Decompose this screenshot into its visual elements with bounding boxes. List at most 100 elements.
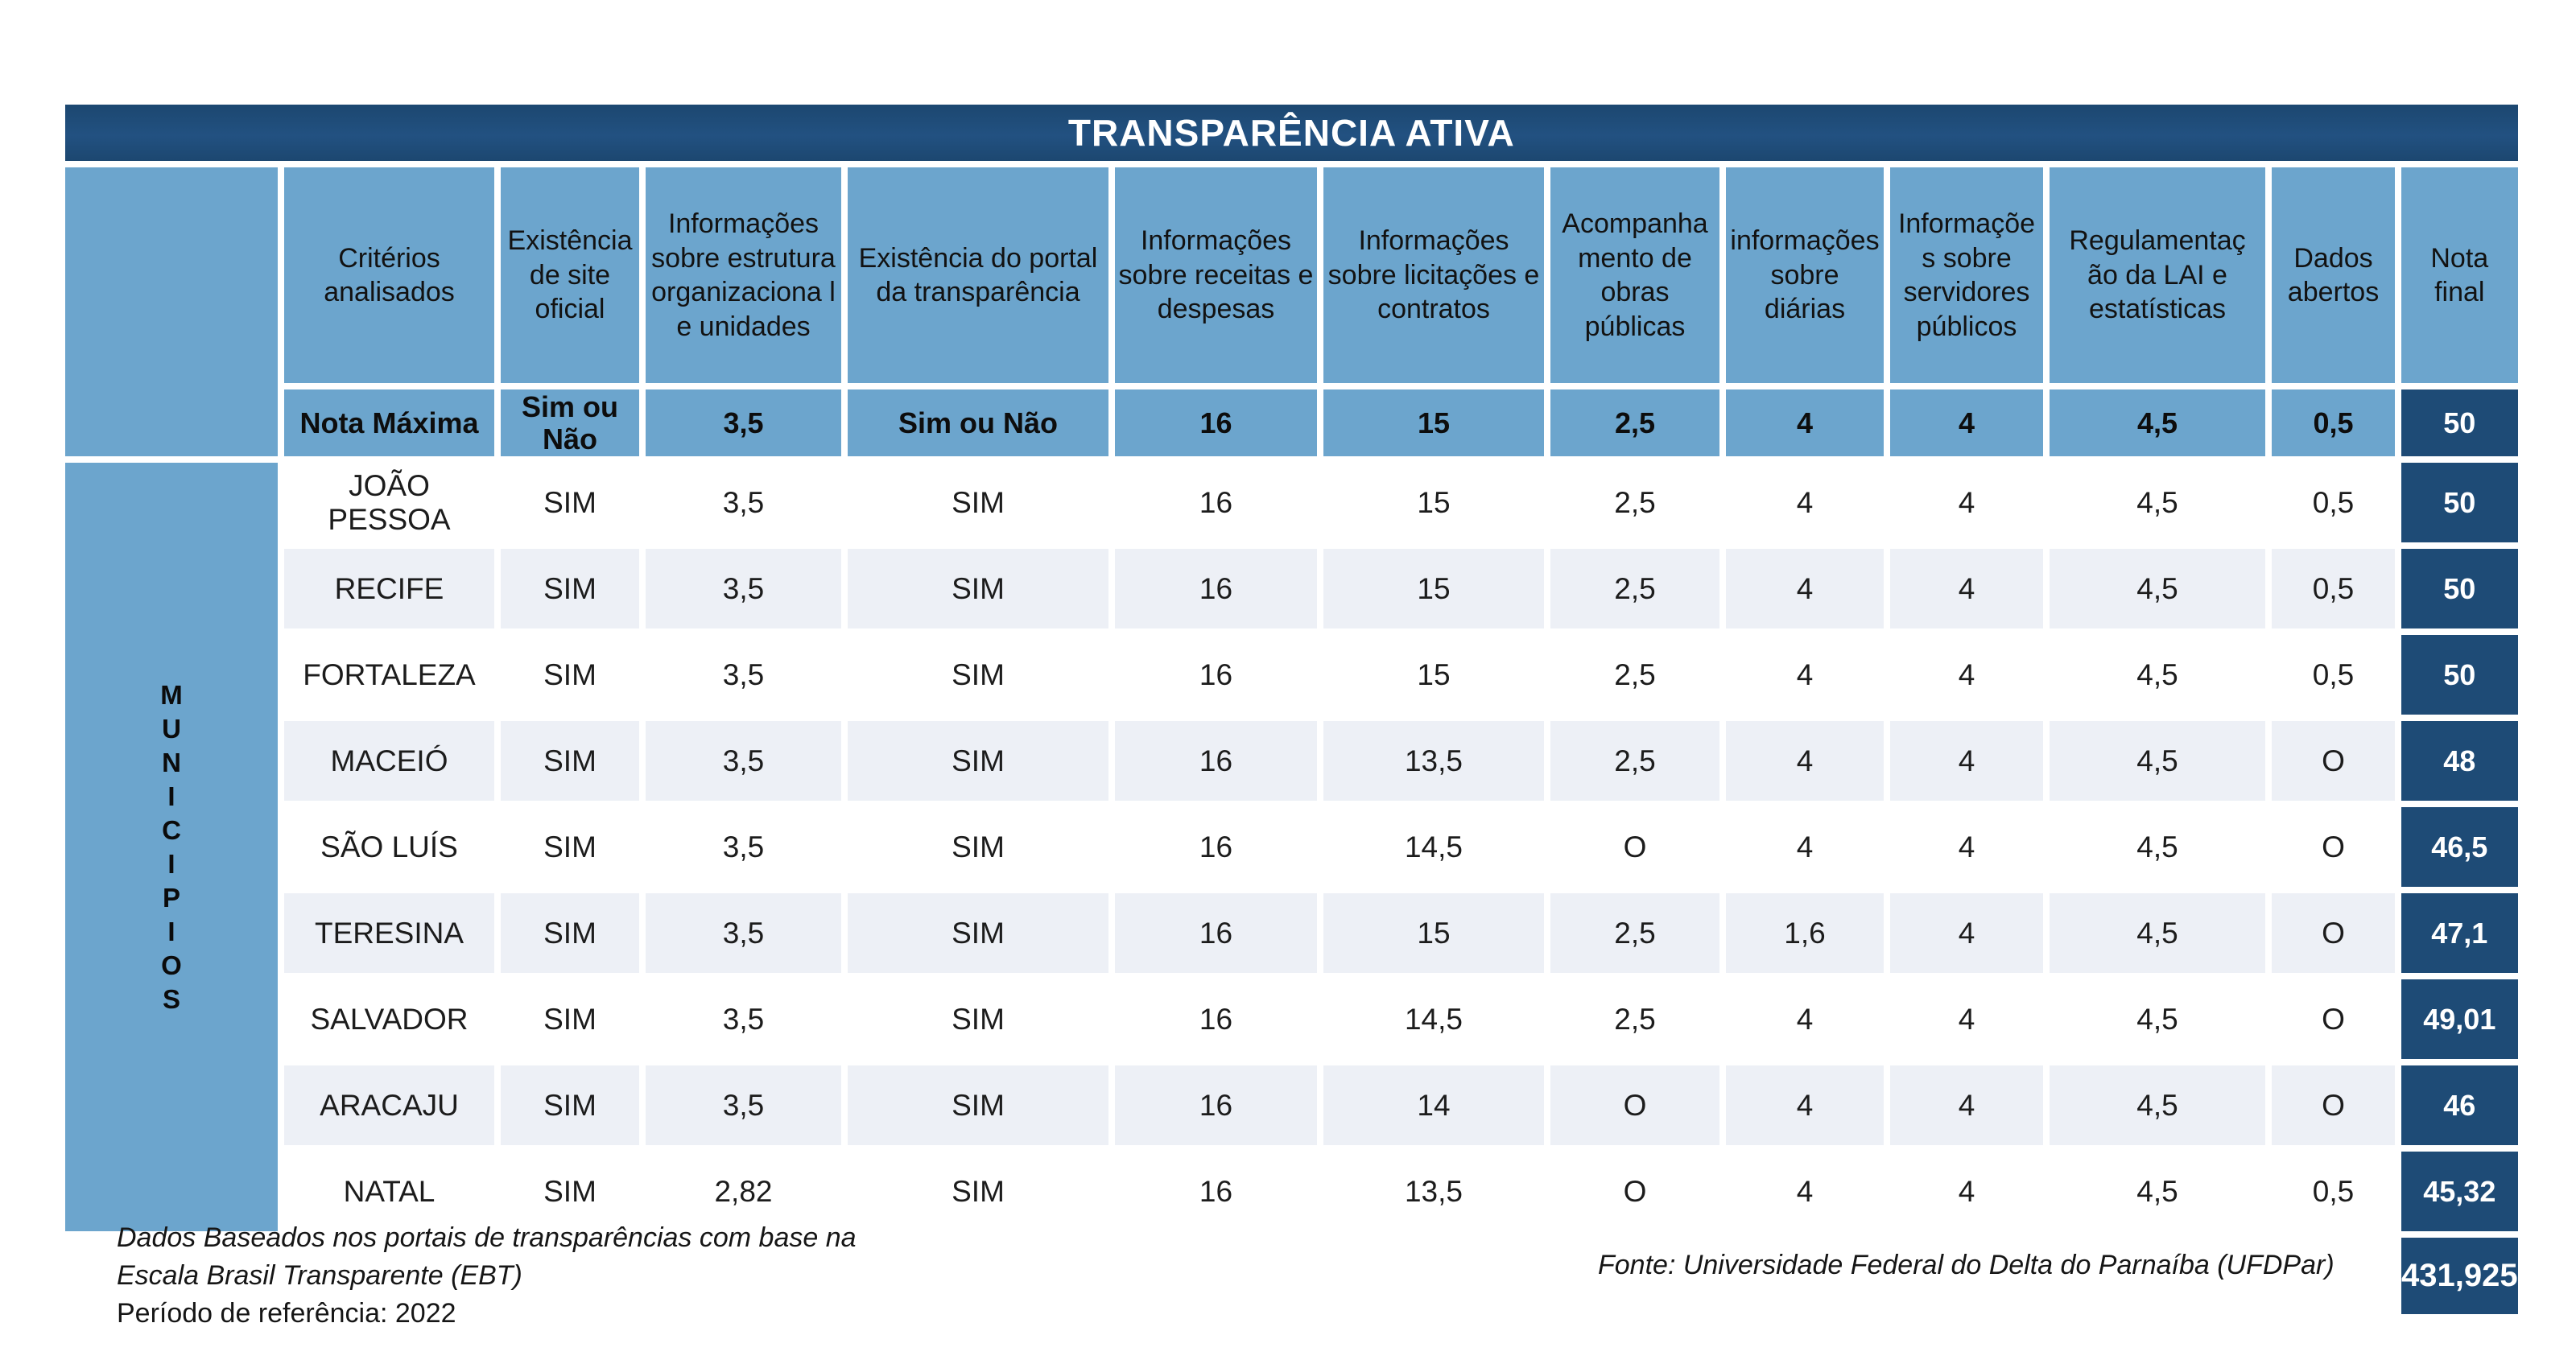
criterion-value: 2,82 (714, 1174, 773, 1208)
criterion-value: 4 (1726, 721, 1884, 802)
col-header-lai: Regulamentaç ão da LAI e estatísticas (2050, 167, 2265, 383)
criterion-value: SIM (952, 485, 1005, 519)
nota-maxima-value: 4,5 (2050, 389, 2265, 457)
grand-total-row: 431,925 (65, 1238, 2518, 1315)
criterion-value: O (2272, 893, 2395, 974)
nota-final-value: 50 (2401, 635, 2518, 715)
criterion-value: 4 (1726, 549, 1884, 629)
criterion-value: 4 (1890, 1065, 2043, 1146)
criterion-value: 2,5 (1550, 549, 1719, 629)
criterion-value: 16 (1199, 1174, 1233, 1208)
criterion-value: SIM (501, 721, 639, 802)
col-header-diarias: informações sobre diárias (1726, 167, 1884, 383)
criterion-value: 16 (1199, 1002, 1233, 1036)
criterion-value: 15 (1323, 893, 1544, 974)
nota-maxima-value: 16 (1115, 389, 1317, 457)
criterion-value: 4 (1796, 1002, 1814, 1036)
criterion-value: 4 (1796, 830, 1814, 863)
corner-cell (65, 167, 278, 457)
criterion-value: 3,5 (646, 1065, 841, 1146)
criterion-value: 15 (1417, 657, 1451, 691)
col-header-receitas: Informações sobre receitas e despesas (1115, 167, 1317, 383)
municipality-row: SALVADOR SIM 3,5 SIM 16 14,5 2,5 4 4 4,5 O 49,01 (65, 979, 2518, 1060)
footnote-left: Dados Baseados nos portais de transparên… (117, 1219, 857, 1333)
criterion-value: 4 (1796, 657, 1814, 691)
col-header-criterios: Critérios analisados (284, 167, 494, 383)
criterion-value: 4,5 (2136, 830, 2178, 863)
criterion-value: 16 (1115, 721, 1317, 802)
criterion-value: 4 (1726, 1065, 1884, 1146)
criterion-value: O (1623, 1174, 1647, 1208)
municipality-row: MACEIÓ SIM 3,5 SIM 16 13,5 2,5 4 4 4,5 O 48 (65, 721, 2518, 802)
municipality-name: SÃO LUÍS (320, 830, 458, 863)
criterion-value: 4 (1890, 721, 2043, 802)
criterion-value: 4 (1958, 1174, 1975, 1208)
nota-maxima-value: Sim ou Não (848, 389, 1108, 457)
nota-maxima-value: 0,5 (2272, 389, 2395, 457)
nota-final-value: 50 (2401, 463, 2518, 543)
criterion-value: SIM (543, 1002, 597, 1036)
municipality-name: ARACAJU (284, 1065, 494, 1146)
criterion-value: 4 (1796, 1174, 1814, 1208)
nota-final-value: 49,01 (2401, 979, 2518, 1060)
municipality-row: TERESINA SIM 3,5 SIM 16 15 2,5 1,6 4 4,5 O 47,1 (65, 893, 2518, 974)
criterion-value: SIM (952, 830, 1005, 863)
nota-final-value: 47,1 (2401, 893, 2518, 974)
criterion-value: 4 (1890, 893, 2043, 974)
criterion-value: 2,5 (1550, 893, 1719, 974)
criterion-value: 14,5 (1404, 1002, 1463, 1036)
criterion-value: SIM (543, 657, 597, 691)
nota-maxima-value: 15 (1323, 389, 1544, 457)
criterion-value: SIM (848, 721, 1108, 802)
criterion-value: 16 (1199, 657, 1233, 691)
criterion-value: 16 (1199, 485, 1233, 519)
nota-final-value: 45,32 (2401, 1152, 2518, 1232)
municipality-name: JOÃO PESSOA (328, 468, 451, 536)
criterion-value: 16 (1115, 1065, 1317, 1146)
criterion-value: 4,5 (2050, 721, 2265, 802)
criterion-value: 4 (1796, 485, 1814, 519)
col-header-licitacoes: Informações sobre licitações e contratos (1323, 167, 1544, 383)
footnote-line-3: Período de referência: 2022 (117, 1297, 456, 1329)
criterion-value: O (1550, 1065, 1719, 1146)
criterion-value: O (2272, 721, 2395, 802)
criterion-value: SIM (501, 1065, 639, 1146)
table-body: M U N I C I P I O S JOÃO PESSOA SIM 3,5 SIM 16 15 2,5 4 4 4… (65, 463, 2518, 1232)
criterion-value: 13,5 (1404, 1174, 1463, 1208)
col-header-dados: Dados abertos (2272, 167, 2395, 383)
nota-maxima-value: Sim ou Não (501, 389, 639, 457)
criterion-value: SIM (543, 830, 597, 863)
criterion-value: 2,5 (1614, 657, 1656, 691)
nota-maxima-label: Nota Máxima (284, 389, 494, 457)
criterion-value: 4,5 (2050, 549, 2265, 629)
criterion-value: 4,5 (2050, 1065, 2265, 1146)
criterion-value: SIM (848, 549, 1108, 629)
criterion-value: SIM (848, 893, 1108, 974)
col-header-obras: Acompanha mento de obras públicas (1550, 167, 1719, 383)
nota-maxima-row: Nota Máxima Sim ou Não 3,5 Sim ou Não 16… (65, 389, 2518, 457)
criterion-value: O (2322, 830, 2345, 863)
col-header-nota-final: Nota final (2401, 167, 2518, 383)
criterion-value: 3,5 (646, 549, 841, 629)
col-header-site: Existência de site oficial (501, 167, 639, 383)
criterion-value: 3,5 (646, 721, 841, 802)
criterion-value: 16 (1115, 549, 1317, 629)
transparency-table: TRANSPARÊNCIA ATIVA Critérios analisados… (59, 98, 2524, 1321)
municipality-row: ARACAJU SIM 3,5 SIM 16 14 O 4 4 4,5 O 46 (65, 1065, 2518, 1146)
criterion-value: 4,5 (2136, 485, 2178, 519)
criterion-value: 3,5 (646, 893, 841, 974)
nota-final-value: 50 (2401, 549, 2518, 629)
criterion-value: 16 (1115, 893, 1317, 974)
criterion-value: 4 (1958, 1002, 1975, 1036)
footnote-line-2: Escala Brasil Transparente (EBT) (117, 1259, 522, 1291)
criterion-value: SIM (543, 1174, 597, 1208)
criterion-value: O (1623, 830, 1647, 863)
municipality-row: FORTALEZA SIM 3,5 SIM 16 15 2,5 4 4 4,5 0,5 50 (65, 635, 2518, 715)
criterion-value: 15 (1417, 485, 1451, 519)
criterion-value: 2,5 (1614, 485, 1656, 519)
criterion-value: 4 (1958, 657, 1975, 691)
col-header-portal: Existência do portal da transparência (848, 167, 1108, 383)
municipality-row: SÃO LUÍS SIM 3,5 SIM 16 14,5 O 4 4 4,5 O 46,5 (65, 807, 2518, 888)
municipality-row: RECIFE SIM 3,5 SIM 16 15 2,5 4 4 4,5 0,5 50 (65, 549, 2518, 629)
